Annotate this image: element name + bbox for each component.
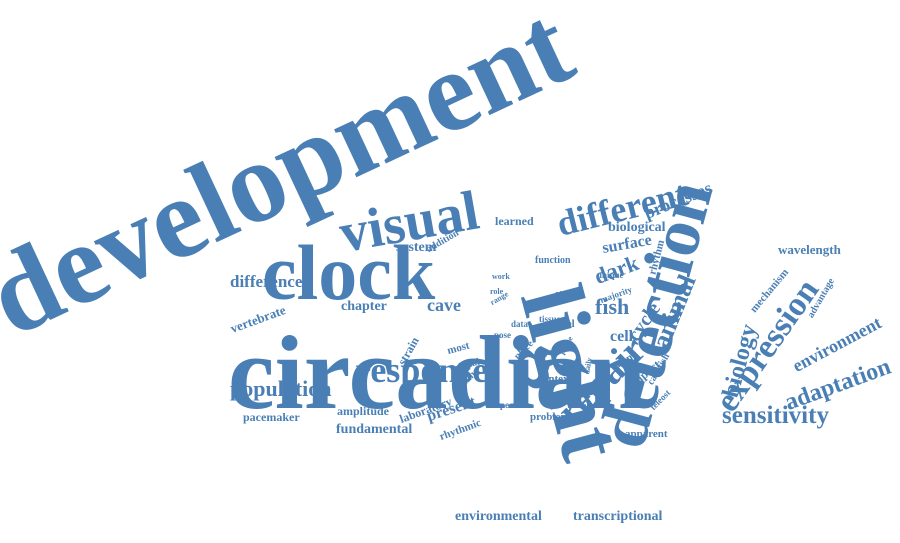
word-model: model	[546, 318, 575, 330]
word-learned: learned	[495, 214, 534, 228]
word-chapter: chapter	[341, 299, 387, 314]
word-system: system	[396, 240, 437, 255]
word-circadian: circadian	[228, 314, 647, 431]
word-biological: biological	[608, 220, 666, 235]
word-sensitivity: sensitivity	[722, 402, 829, 429]
word-difference: difference	[230, 272, 303, 291]
word-work: work	[492, 272, 510, 281]
word-cell: cell	[610, 328, 634, 345]
word-tissue: tissue	[539, 314, 561, 324]
word-wavelength: wavelength	[778, 242, 841, 257]
word-clock: clock	[262, 229, 436, 316]
word-fundamental: fundamental	[336, 422, 413, 437]
word-apparent: apparent	[625, 428, 668, 440]
word-transcriptional: transcriptional	[573, 509, 663, 524]
word-population: population	[230, 376, 332, 401]
word-pose: pose	[494, 330, 512, 340]
word-pacemaker: pacemaker	[243, 410, 300, 424]
word-unique: unique	[597, 270, 624, 280]
word-study: study	[555, 289, 579, 300]
word-aspect: aspect	[492, 400, 516, 410]
word-role: role	[490, 287, 504, 296]
word-data: data	[511, 319, 529, 329]
word-amplitude: amplitude	[337, 404, 390, 418]
word-fish: fish	[595, 294, 630, 319]
word-context: context	[538, 373, 573, 385]
word-cave: cave	[427, 295, 461, 315]
word-environmental: environmental	[455, 509, 542, 524]
word-function: function	[535, 255, 571, 266]
word-problem: problem	[530, 411, 570, 423]
word-response: response	[355, 350, 489, 390]
